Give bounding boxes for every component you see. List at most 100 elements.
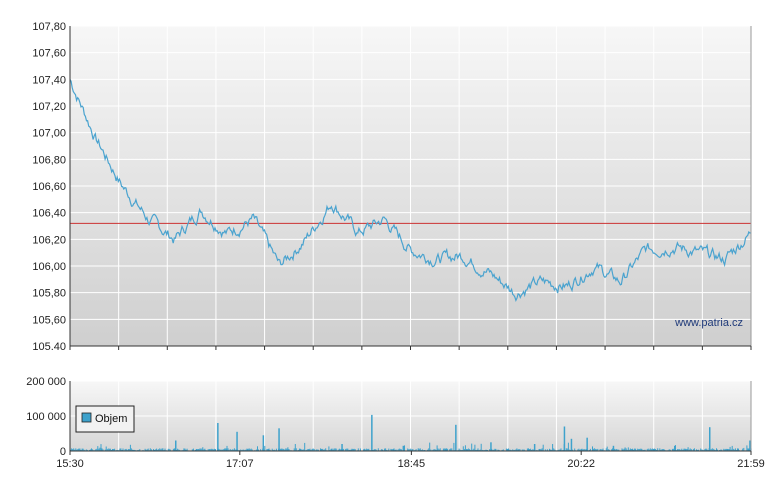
volume-bar [380, 449, 382, 451]
volume-bar [663, 449, 665, 451]
volume-bar [82, 448, 84, 451]
volume-bar [209, 449, 211, 451]
volume-bar [697, 449, 699, 451]
volume-bar [101, 448, 103, 451]
volume-bar [558, 449, 560, 451]
volume-bar [272, 449, 274, 451]
volume-bar [134, 449, 136, 451]
volume-bar [201, 448, 203, 451]
volume-bar [638, 449, 640, 451]
volume-bar [407, 448, 409, 451]
volume-bar [338, 448, 340, 451]
volume-bar [155, 449, 157, 451]
volume-bar [203, 449, 205, 451]
volume-bar [287, 447, 289, 451]
volume-bar [185, 449, 187, 451]
volume-bar [393, 448, 395, 451]
volume-bar [102, 449, 104, 451]
volume-bar [75, 448, 77, 451]
volume-bar [410, 448, 412, 451]
volume-bar [365, 449, 367, 451]
volume-bar [317, 449, 319, 451]
volume-bar [119, 448, 121, 451]
volume-bar [363, 449, 365, 451]
volume-bar [453, 442, 455, 451]
volume-bar [337, 449, 339, 451]
volume-panel: 200 000 100 000 0 15:30 17:07 18:45 20:22 21:5… [26, 376, 765, 470]
volume-bar [231, 449, 233, 451]
volume-bar [395, 449, 397, 451]
volume-bar [223, 449, 225, 451]
volume-bar [204, 448, 206, 451]
volume-bar [208, 449, 210, 451]
volume-bar [144, 448, 146, 451]
volume-bar [644, 449, 646, 451]
volume-bar [597, 448, 599, 451]
volume-bar [510, 449, 512, 451]
volume-bar [612, 448, 613, 451]
volume-bar [412, 449, 414, 451]
volume-bar [328, 446, 330, 451]
volume-bar [74, 449, 76, 451]
volume-bar [293, 448, 295, 451]
volume-bar [436, 445, 438, 451]
volume-bar [515, 449, 517, 451]
volume-bar [221, 449, 223, 451]
volume-bar [427, 449, 429, 451]
volume-bar [677, 449, 679, 451]
volume-bar [594, 448, 596, 451]
volume-bar [192, 448, 194, 451]
volume-bar [114, 448, 116, 451]
price-series-line [69, 79, 752, 303]
volume-spike-bar [570, 438, 573, 452]
legend-swatch [81, 412, 92, 423]
volume-bar [207, 449, 209, 451]
volume-bar [723, 448, 725, 451]
volume-bar [178, 449, 180, 451]
volume-bar [655, 449, 657, 451]
volume-bar [73, 448, 75, 451]
volume-bar [706, 449, 708, 451]
volume-bar [177, 448, 179, 451]
volume-bar [585, 449, 587, 451]
volume-bar [130, 448, 132, 451]
volume-bar [568, 449, 570, 451]
volume-bar [202, 447, 204, 451]
volume-bar [681, 448, 683, 451]
volume-bar [501, 449, 503, 451]
volume-bar [435, 449, 437, 451]
volume-bar [702, 449, 704, 451]
volume-bar [554, 449, 556, 451]
volume-bar [429, 442, 431, 451]
volume-bar [747, 448, 749, 451]
volume-bar [529, 449, 530, 451]
volume-bar [240, 449, 242, 451]
volume-bar [320, 448, 321, 451]
volume-bar [476, 449, 478, 451]
volume-bar [492, 449, 494, 451]
volume-bar [733, 449, 735, 451]
volume-bar [734, 448, 736, 451]
volume-bar [447, 448, 449, 451]
volume-bar [446, 448, 447, 451]
volume-bar [633, 449, 634, 451]
volume-bar [117, 449, 119, 451]
price-y-tick-label: 107,40 [32, 74, 66, 86]
price-panel: 107,80 107,60 107,40 107,20 107,00 106,80 106,… [32, 21, 752, 353]
volume-bar [562, 449, 564, 451]
volume-bar [394, 449, 396, 451]
volume-bar [219, 449, 221, 451]
volume-bar [589, 448, 591, 451]
volume-bar [366, 448, 368, 451]
volume-bar [541, 448, 543, 451]
volume-bar [625, 448, 627, 451]
volume-bar [400, 449, 402, 451]
volume-x-tick-label: 15:30 [56, 458, 84, 470]
price-y-tick-label: 106,60 [32, 181, 66, 193]
volume-bar [335, 448, 337, 451]
volume-bar [538, 449, 540, 451]
volume-bar [599, 449, 601, 451]
volume-bar [688, 449, 690, 451]
volume-bar [301, 449, 303, 451]
